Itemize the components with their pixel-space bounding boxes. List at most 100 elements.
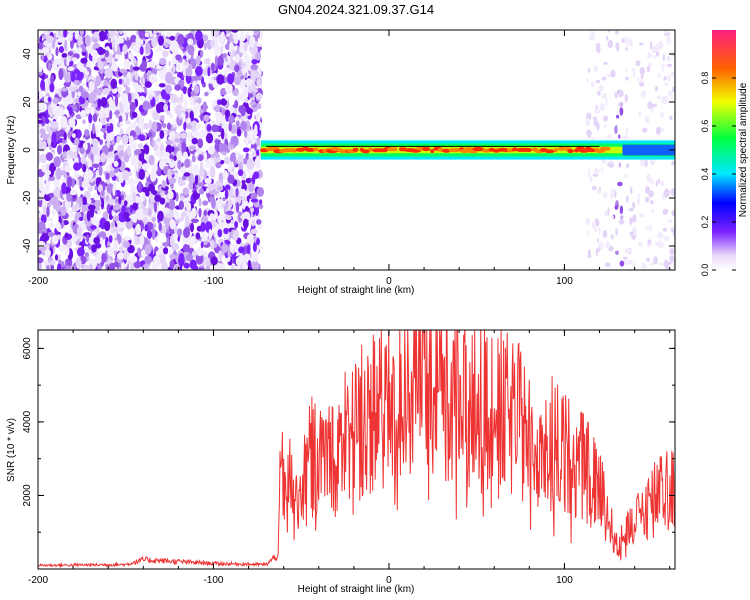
noise-speckle [178,200,184,210]
noise-speckle [118,195,122,205]
noise-speckle [60,205,67,216]
noise-speckle [48,61,52,72]
noise-speckle [657,178,661,184]
noise-speckle [193,265,199,270]
noise-speckle [64,165,72,173]
noise-speckle [46,125,50,132]
noise-speckle [644,116,650,124]
noise-speckle [124,30,128,40]
noise-speckle [195,66,203,77]
noise-speckle [129,101,136,112]
noise-speckle [209,213,215,219]
noise-speckle [644,196,650,203]
noise-speckle [220,98,228,106]
x-tick-label: -200 [28,575,48,586]
noise-speckle [204,177,212,184]
noise-speckle [632,201,636,209]
noise-speckle [208,196,215,202]
noise-speckle [59,107,65,118]
noise-speckle [161,179,167,189]
noise-speckle [251,136,256,145]
noise-speckle [252,128,258,136]
noise-speckle [106,246,114,257]
noise-speckle [49,82,55,93]
noise-speckle [79,255,87,265]
noise-speckle [615,228,618,236]
noise-speckle [138,95,146,101]
noise-speckle [256,187,264,197]
noise-speckle [228,114,235,124]
noise-speckle [595,79,601,84]
noise-speckle [252,242,257,253]
noise-speckle [218,250,223,261]
noise-speckle [122,44,128,55]
noise-speckle [76,70,84,81]
noise-speckle [174,138,182,143]
noise-speckle [40,213,47,224]
noise-speckle [256,78,262,87]
noise-speckle [123,252,128,261]
noise-speckle [81,51,86,56]
noise-speckle [194,151,199,158]
noise-speckle [228,160,233,173]
noise-speckle [109,110,113,120]
noise-speckle [597,247,600,253]
noise-speckle [235,120,240,127]
noise-speckle [128,51,134,60]
noise-speckle [73,80,80,85]
noise-speckle [584,117,591,127]
noise-speckle [103,106,111,118]
noise-speckle [663,82,670,87]
noise-speckle [79,82,86,87]
noise-speckle [629,231,634,236]
noise-speckle [122,170,130,181]
noise-speckle [44,227,48,234]
noise-speckle [614,30,620,35]
noise-speckle [98,231,107,240]
signal-peak [481,148,491,153]
signal-peak [430,149,435,154]
noise-speckle [670,188,675,196]
noise-speckle [208,228,212,240]
noise-speckle [597,90,601,96]
noise-speckle [118,78,123,85]
noise-speckle [102,88,110,96]
noise-speckle [191,164,200,176]
noise-speckle [80,57,88,64]
noise-speckle [246,108,253,115]
noise-speckle [234,75,242,86]
noise-speckle [183,262,190,269]
noise-speckle [628,207,634,212]
x-tick-label: 100 [556,575,573,586]
noise-speckle [248,85,253,94]
noise-speckle [221,31,225,37]
noise-speckle [108,235,113,243]
noise-speckle [632,214,637,223]
noise-speckle [181,141,187,153]
noise-speckle [67,33,73,40]
noise-speckle [48,192,54,198]
noise-speckle [624,174,628,178]
noise-speckle [38,119,44,124]
noise-speckle [108,156,115,164]
noise-speckle [231,30,239,33]
noise-speckle [235,187,239,198]
noise-speckle [76,129,81,139]
noise-speckle [197,154,204,162]
noise-speckle [220,128,225,140]
snr-series-line [38,330,675,569]
noise-speckle [143,144,149,151]
noise-speckle [177,228,183,237]
noise-speckle [65,124,71,131]
noise-speckle [145,189,150,197]
noise-speckle [640,79,643,83]
noise-speckle [45,82,50,93]
noise-speckle [180,93,184,104]
noise-speckle [636,77,640,82]
noise-speckle [69,117,76,128]
noise-speckle [88,92,95,104]
noise-speckle [41,49,48,55]
noise-speckle [198,207,202,218]
noise-speckle [596,238,600,243]
noise-speckle [85,108,90,115]
